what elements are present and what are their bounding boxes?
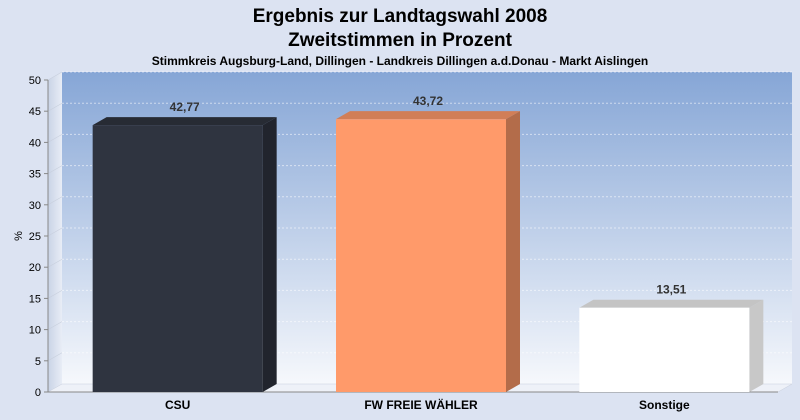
bar-front <box>579 307 750 392</box>
category-label: Sonstige <box>639 398 690 412</box>
data-label: 13,51 <box>656 283 686 297</box>
y-tick-label: 20 <box>29 262 41 274</box>
y-ticks: 0 5 10 15 20 25 30 35 40 45 50 <box>29 75 48 399</box>
y-axis-label: % <box>13 231 25 241</box>
y-tick-label: 45 <box>29 106 41 118</box>
y-tick-label: 40 <box>29 137 41 149</box>
grid-line-diagonal <box>47 290 63 299</box>
chart-title: Ergebnis zur Landtagswahl 2008 <box>253 6 548 27</box>
bar-side <box>262 117 277 392</box>
y-tick-label: 35 <box>29 169 41 181</box>
y-tick-label: 25 <box>29 231 41 243</box>
chart-title-2: Zweitstimmen in Prozent <box>288 30 512 51</box>
bar-3: 13,51 <box>579 283 764 392</box>
grid-line-diagonal <box>47 102 63 112</box>
y-tick-label: 10 <box>29 325 41 337</box>
y-tick-label: 30 <box>29 200 41 212</box>
bar-top <box>336 111 520 120</box>
y-tick-label: 5 <box>35 356 41 368</box>
bar-top <box>579 299 764 308</box>
bars: 42,77 43,72 13,51 <box>92 94 764 393</box>
bar-front <box>92 125 263 392</box>
bar-1: 42,77 <box>92 100 277 392</box>
grid-line-diagonal <box>47 227 63 237</box>
bar-side <box>506 111 520 393</box>
grid-line-diagonal <box>47 196 63 206</box>
bar-side <box>749 299 764 392</box>
category-labels: CSU FW FREIE WÄHLER Sonstige <box>165 397 690 412</box>
grid-line-diagonal <box>47 134 63 143</box>
bar-top <box>92 117 277 126</box>
chart-subtitle: Stimmkreis Augsburg-Land, Dillingen - La… <box>152 54 649 68</box>
bar-front <box>336 119 506 393</box>
grid-line-diagonal <box>47 321 63 330</box>
bar-2: 43,72 <box>336 94 520 393</box>
grid-line-diagonal <box>47 71 63 81</box>
y-tick-label: 50 <box>29 75 41 87</box>
data-label: 42,77 <box>170 100 200 114</box>
y-tick-label: 0 <box>35 387 41 399</box>
grid-line-diagonal <box>47 165 63 174</box>
category-label: CSU <box>165 398 190 412</box>
y-tick-label: 15 <box>29 293 41 305</box>
data-label: 43,72 <box>413 94 443 108</box>
grid-line-diagonal <box>47 258 63 268</box>
category-label: FW FREIE WÄHLER <box>364 397 478 412</box>
grid-line-diagonal <box>47 352 63 362</box>
